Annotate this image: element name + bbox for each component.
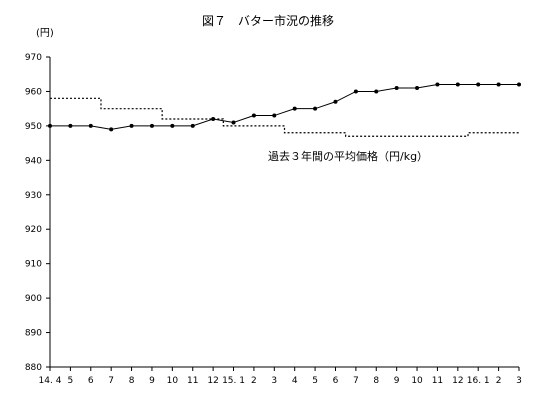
data-point bbox=[68, 123, 73, 128]
data-point bbox=[88, 123, 93, 128]
data-point bbox=[231, 120, 236, 125]
series-butter-price-line bbox=[50, 84, 519, 130]
average-price-annotation: 過去３年間の平均価格（円/kg） bbox=[268, 149, 428, 163]
data-point bbox=[333, 99, 338, 104]
data-point bbox=[353, 89, 358, 94]
y-tick-label: 960 bbox=[25, 87, 42, 97]
x-tick-label: 16. 1 bbox=[467, 376, 490, 386]
data-point bbox=[455, 82, 460, 87]
data-point bbox=[170, 123, 175, 128]
x-tick-label: 2 bbox=[251, 376, 257, 386]
x-tick-label: 3 bbox=[516, 376, 522, 386]
x-tick-label: 8 bbox=[373, 376, 379, 386]
data-point bbox=[149, 123, 154, 128]
y-tick-label: 890 bbox=[25, 329, 42, 339]
y-axis: 880 890 900 910 920 930 940 950 960 970 bbox=[25, 53, 51, 373]
data-point bbox=[48, 123, 52, 128]
x-tick-label: 3 bbox=[271, 376, 277, 386]
x-tick-label: 10 bbox=[411, 376, 423, 386]
x-tick-label: 9 bbox=[394, 376, 400, 386]
chart-title: 図７ バター市況の推移 bbox=[202, 13, 334, 28]
series-average-price-line bbox=[50, 97, 519, 137]
x-tick-label: 9 bbox=[149, 376, 155, 386]
x-tick-label: 15. 1 bbox=[222, 376, 245, 386]
y-tick-label: 920 bbox=[25, 225, 42, 235]
x-tick-label: 2 bbox=[496, 376, 502, 386]
data-point bbox=[496, 82, 501, 87]
x-tick-label: 5 bbox=[312, 376, 318, 386]
x-tick-label: 4 bbox=[292, 376, 298, 386]
y-tick-label: 900 bbox=[25, 294, 42, 304]
x-tick-label: 10 bbox=[167, 376, 179, 386]
x-tick-label: 7 bbox=[353, 376, 359, 386]
x-tick-label: 7 bbox=[108, 376, 114, 386]
data-point bbox=[292, 106, 297, 111]
data-point bbox=[517, 82, 521, 87]
x-tick-label: 11 bbox=[187, 376, 198, 386]
x-tick-label: 12 bbox=[207, 376, 218, 386]
x-axis: 14. 4 5 6 7 8 9 10 11 12 15. 1 2 3 4 5 6 7 8 9 10 11 12 16. 1… bbox=[39, 366, 522, 386]
x-tick-label: 11 bbox=[432, 376, 443, 386]
y-tick-label: 970 bbox=[25, 53, 42, 63]
data-point bbox=[211, 117, 216, 121]
y-axis-unit-label: (円) bbox=[36, 28, 54, 39]
data-point bbox=[415, 86, 420, 90]
data-point bbox=[129, 123, 134, 128]
data-point bbox=[272, 113, 277, 118]
x-tick-label: 6 bbox=[333, 376, 339, 386]
x-tick-label: 14. 4 bbox=[39, 376, 62, 386]
y-tick-label: 940 bbox=[25, 156, 42, 166]
data-point bbox=[251, 113, 256, 118]
y-tick-label: 930 bbox=[25, 191, 42, 201]
x-tick-label: 12 bbox=[452, 376, 463, 386]
data-point bbox=[313, 106, 318, 111]
series-lines bbox=[48, 82, 521, 137]
y-tick-label: 880 bbox=[25, 363, 42, 373]
x-tick-label: 8 bbox=[129, 376, 135, 386]
data-point bbox=[190, 123, 195, 128]
data-point bbox=[394, 86, 399, 90]
x-tick-label: 5 bbox=[68, 376, 74, 386]
data-point bbox=[476, 82, 481, 87]
y-tick-label: 950 bbox=[25, 122, 42, 132]
data-point bbox=[435, 82, 440, 87]
y-tick-label: 910 bbox=[25, 260, 42, 270]
x-tick-label: 6 bbox=[88, 376, 94, 386]
data-point bbox=[374, 89, 379, 94]
data-point bbox=[109, 127, 114, 132]
